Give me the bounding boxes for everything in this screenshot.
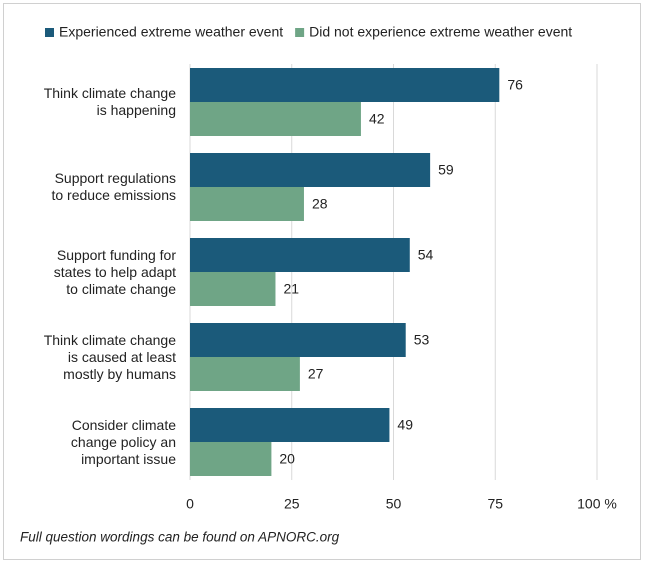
bar bbox=[190, 323, 406, 357]
category-label: Support funding for states to help adapt… bbox=[53, 246, 176, 297]
category-label: Consider climate change policy an import… bbox=[70, 416, 176, 467]
x-tick-label: 50 bbox=[386, 496, 402, 512]
value-label: 42 bbox=[369, 111, 385, 127]
bar bbox=[190, 153, 431, 187]
value-label: 27 bbox=[308, 366, 324, 382]
value-label: 54 bbox=[418, 247, 434, 263]
bar bbox=[190, 102, 361, 136]
bar bbox=[190, 187, 304, 221]
footnote: Full question wordings can be found on A… bbox=[20, 530, 340, 545]
bar bbox=[190, 357, 300, 391]
category-label: Think climate change is happening bbox=[43, 85, 176, 118]
x-tick-label: 0 bbox=[186, 496, 194, 512]
category-label: Support regulations to reduce emissions bbox=[51, 170, 176, 203]
value-label: 20 bbox=[279, 451, 295, 467]
legend-swatch bbox=[45, 28, 54, 37]
x-tick-label: 100 % bbox=[577, 496, 617, 512]
value-label: 21 bbox=[283, 281, 299, 297]
bar bbox=[190, 272, 276, 306]
bar bbox=[190, 442, 272, 476]
legend-swatch bbox=[295, 28, 305, 37]
bar bbox=[190, 408, 390, 442]
bar bbox=[190, 68, 500, 102]
x-tick-label: 75 bbox=[487, 496, 503, 512]
value-label: 28 bbox=[312, 196, 328, 212]
value-label: 49 bbox=[397, 417, 413, 433]
legend-label: Did not experience extreme weather event bbox=[309, 24, 572, 40]
frame bbox=[3, 3, 641, 560]
legend-label: Experienced extreme weather event bbox=[59, 24, 283, 40]
value-label: 76 bbox=[507, 77, 523, 93]
category-label: Think climate change is caused at least … bbox=[43, 331, 176, 382]
value-label: 53 bbox=[414, 332, 430, 348]
x-tick-label: 25 bbox=[284, 496, 300, 512]
bar bbox=[190, 238, 410, 272]
value-label: 59 bbox=[438, 162, 454, 178]
